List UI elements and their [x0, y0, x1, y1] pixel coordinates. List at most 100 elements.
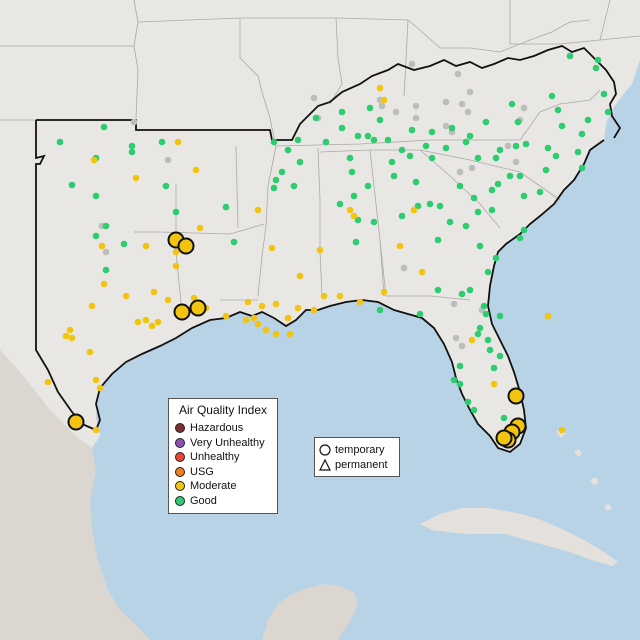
monitor-moderate[interactable]	[44, 378, 52, 386]
monitor-moderate[interactable]	[284, 314, 292, 322]
monitor-no-data[interactable]	[466, 88, 474, 96]
monitor-good[interactable]	[470, 406, 478, 414]
monitor-good[interactable]	[92, 192, 100, 200]
monitor-good[interactable]	[520, 226, 528, 234]
monitor-moderate[interactable]	[222, 312, 230, 320]
monitor-good[interactable]	[408, 126, 416, 134]
monitor-no-data[interactable]	[458, 342, 466, 350]
monitor-good[interactable]	[490, 364, 498, 372]
monitor-no-data[interactable]	[452, 334, 460, 342]
monitor-good[interactable]	[322, 138, 330, 146]
monitor-good[interactable]	[466, 286, 474, 294]
monitor-moderate[interactable]	[468, 336, 476, 344]
monitor-moderate[interactable]	[66, 326, 74, 334]
monitor-no-data[interactable]	[164, 156, 172, 164]
monitor-good[interactable]	[496, 312, 504, 320]
monitor-good[interactable]	[548, 92, 556, 100]
monitor-moderate[interactable]	[154, 318, 162, 326]
monitor-good[interactable]	[428, 128, 436, 136]
monitor-good[interactable]	[290, 182, 298, 190]
monitor-moderate[interactable]	[174, 138, 182, 146]
monitor-moderate[interactable]	[272, 300, 280, 308]
monitor-good[interactable]	[398, 146, 406, 154]
monitor-moderate[interactable]	[88, 302, 96, 310]
monitor-good[interactable]	[128, 148, 136, 156]
monitor-good[interactable]	[312, 114, 320, 122]
monitor-no-data[interactable]	[310, 94, 318, 102]
monitor-moderate[interactable]	[150, 288, 158, 296]
monitor-moderate-temporary[interactable]	[177, 237, 195, 255]
monitor-no-data[interactable]	[442, 122, 450, 130]
monitor-good[interactable]	[428, 154, 436, 162]
monitor-moderate[interactable]	[96, 384, 104, 392]
monitor-good[interactable]	[414, 202, 422, 210]
monitor-moderate[interactable]	[294, 304, 302, 312]
monitor-good[interactable]	[474, 208, 482, 216]
monitor-good[interactable]	[486, 346, 494, 354]
monitor-moderate[interactable]	[320, 292, 328, 300]
monitor-good[interactable]	[512, 142, 520, 150]
monitor-no-data[interactable]	[464, 108, 472, 116]
monitor-moderate[interactable]	[544, 312, 552, 320]
monitor-good[interactable]	[128, 142, 136, 150]
monitor-moderate[interactable]	[172, 248, 180, 256]
monitor-good[interactable]	[56, 138, 64, 146]
monitor-moderate[interactable]	[336, 292, 344, 300]
monitor-no-data[interactable]	[130, 118, 138, 126]
monitor-moderate[interactable]	[268, 244, 276, 252]
monitor-moderate-temporary[interactable]	[507, 387, 525, 405]
monitor-good[interactable]	[422, 142, 430, 150]
monitor-good[interactable]	[566, 52, 574, 60]
monitor-no-data[interactable]	[102, 248, 110, 256]
monitor-good[interactable]	[436, 202, 444, 210]
monitor-no-data[interactable]	[392, 108, 400, 116]
monitor-moderate-temporary[interactable]	[189, 299, 207, 317]
monitor-moderate[interactable]	[92, 426, 100, 434]
monitor-moderate[interactable]	[250, 314, 258, 322]
monitor-good[interactable]	[434, 286, 442, 294]
monitor-no-data[interactable]	[450, 300, 458, 308]
monitor-good[interactable]	[554, 106, 562, 114]
monitor-moderate[interactable]	[134, 318, 142, 326]
monitor-good[interactable]	[364, 182, 372, 190]
monitor-no-data[interactable]	[408, 60, 416, 68]
monitor-good[interactable]	[484, 336, 492, 344]
monitor-good[interactable]	[92, 232, 100, 240]
monitor-good[interactable]	[484, 268, 492, 276]
monitor-good[interactable]	[466, 132, 474, 140]
monitor-moderate[interactable]	[558, 426, 566, 434]
monitor-moderate[interactable]	[86, 348, 94, 356]
monitor-good[interactable]	[496, 146, 504, 154]
monitor-good[interactable]	[398, 212, 406, 220]
monitor-good[interactable]	[516, 172, 524, 180]
monitor-moderate-temporary[interactable]	[495, 429, 513, 447]
monitor-good[interactable]	[522, 140, 530, 148]
monitor-good[interactable]	[476, 324, 484, 332]
monitor-good[interactable]	[272, 176, 280, 184]
monitor-no-data[interactable]	[412, 102, 420, 110]
monitor-good[interactable]	[488, 206, 496, 214]
monitor-moderate[interactable]	[380, 96, 388, 104]
monitor-good[interactable]	[578, 164, 586, 172]
monitor-good[interactable]	[390, 172, 398, 180]
monitor-good[interactable]	[172, 208, 180, 216]
monitor-good[interactable]	[352, 238, 360, 246]
monitor-moderate[interactable]	[164, 296, 172, 304]
monitor-good[interactable]	[592, 64, 600, 72]
monitor-moderate[interactable]	[356, 298, 364, 306]
monitor-moderate[interactable]	[122, 292, 130, 300]
monitor-no-data[interactable]	[458, 100, 466, 108]
monitor-good[interactable]	[270, 184, 278, 192]
monitor-moderate[interactable]	[254, 320, 262, 328]
monitor-good[interactable]	[68, 181, 76, 189]
monitor-good[interactable]	[354, 132, 362, 140]
monitor-good[interactable]	[388, 158, 396, 166]
monitor-good[interactable]	[100, 123, 108, 131]
monitor-good[interactable]	[496, 352, 504, 360]
monitor-no-data[interactable]	[400, 264, 408, 272]
monitor-no-data[interactable]	[468, 164, 476, 172]
monitor-moderate[interactable]	[100, 280, 108, 288]
monitor-good[interactable]	[364, 132, 372, 140]
monitor-moderate[interactable]	[98, 242, 106, 250]
monitor-moderate[interactable]	[142, 242, 150, 250]
